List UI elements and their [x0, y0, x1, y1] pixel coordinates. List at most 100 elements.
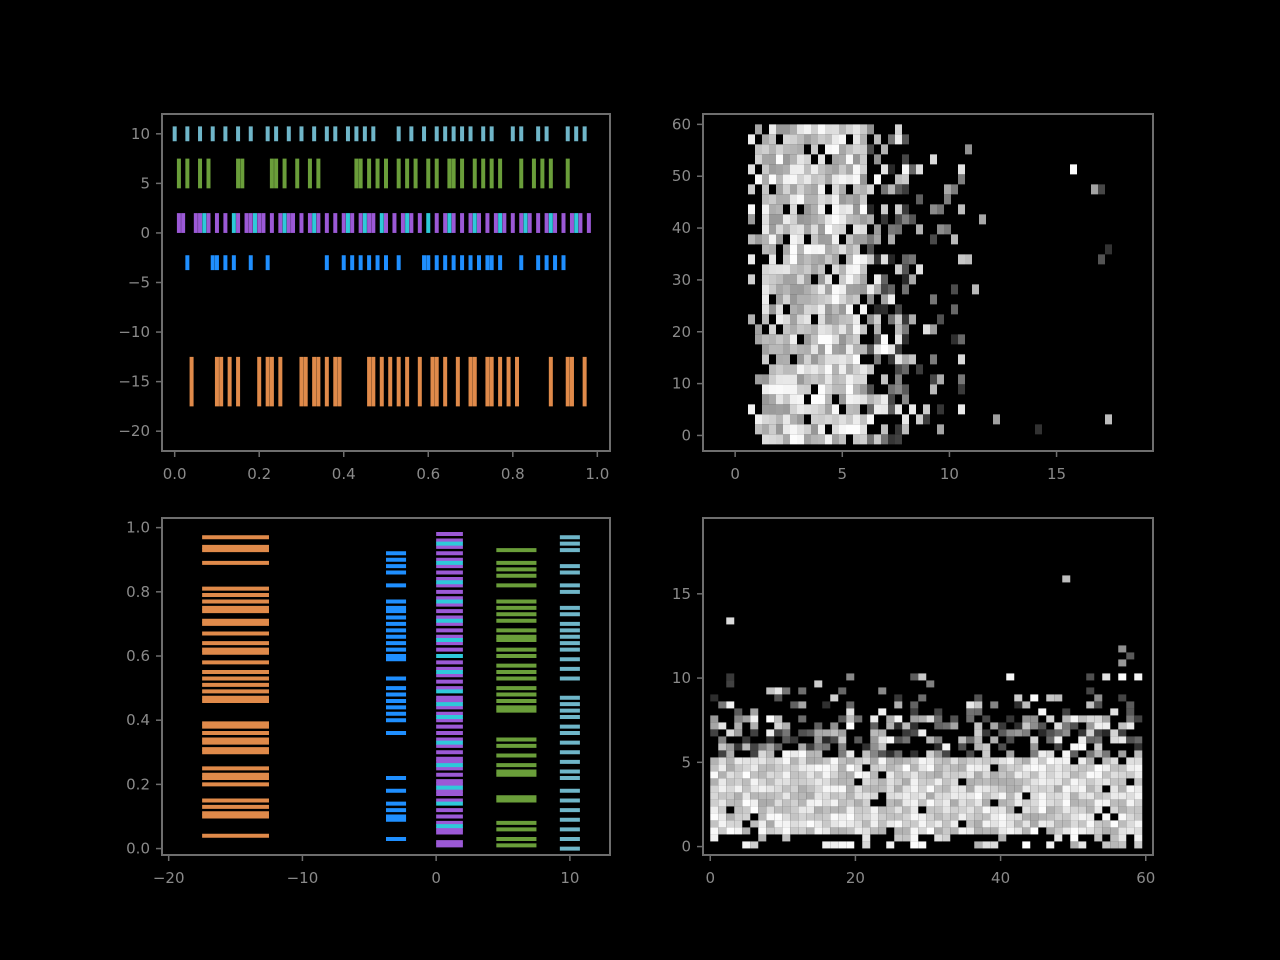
panel-1-cell	[762, 384, 769, 395]
panel-3-cell	[814, 820, 823, 828]
panel-3-cell	[942, 750, 951, 758]
panel-3-cell	[918, 673, 927, 681]
panel-3-cell	[726, 820, 735, 828]
panel-3-cell	[894, 820, 903, 828]
panel-3-cell	[910, 729, 919, 737]
panel-3-cell	[806, 778, 815, 786]
panel-1-cell	[839, 294, 846, 305]
panel-1-cell	[762, 154, 769, 165]
panel-1-cell	[895, 354, 902, 365]
panel-3-cell	[838, 820, 847, 828]
panel-3-cell	[934, 722, 943, 730]
panel-3-cell	[894, 778, 903, 786]
panel-3-cell	[798, 743, 807, 751]
panel-1-cell	[783, 194, 790, 205]
panel-3-cell	[942, 785, 951, 793]
panel-1-cell	[958, 334, 965, 345]
panel-1-cell	[832, 294, 839, 305]
panel-1-cell	[825, 134, 832, 145]
panel-1-cell	[783, 384, 790, 395]
panel-1-x-tick-label: 10	[940, 465, 959, 483]
panel-3-cell	[862, 757, 871, 765]
panel-3-cell	[958, 757, 967, 765]
panel-3-cell	[838, 743, 847, 751]
panel-3-cell	[790, 827, 799, 835]
panel-1-cell	[853, 334, 860, 345]
panel-1-cell	[762, 214, 769, 225]
panel-1-cell	[902, 254, 909, 265]
panel-1-cell	[895, 364, 902, 375]
panel-3-cell	[1054, 736, 1063, 744]
panel-3-cell	[1102, 778, 1111, 786]
panel-1-cell	[804, 194, 811, 205]
panel-1-cell	[804, 214, 811, 225]
panel-2-series-1	[386, 551, 407, 841]
panel-0-y-tick-label: 10	[131, 125, 150, 143]
panel-3-cell	[742, 827, 751, 835]
panel-3-cell	[1054, 806, 1063, 814]
panel-3-cell	[806, 792, 815, 800]
panel-1-cell	[783, 404, 790, 415]
panel-1-cell	[902, 394, 909, 405]
panel-3-cell	[710, 813, 719, 821]
panel-1-cell	[832, 324, 839, 335]
panel-3-cell	[878, 757, 887, 765]
panel-3-cell	[782, 757, 791, 765]
panel-3-cell	[1054, 722, 1063, 730]
panel-3-cell	[1094, 820, 1103, 828]
panel-3-cell	[742, 806, 751, 814]
panel-1-cell	[853, 174, 860, 185]
panel-1-cell	[944, 194, 951, 205]
panel-1-cell	[818, 364, 825, 375]
panel-3-cell	[966, 736, 975, 744]
panel-3-cell	[710, 764, 719, 772]
panel-3-cell	[734, 771, 743, 779]
panel-3-cell	[734, 785, 743, 793]
panel-1-cell	[881, 374, 888, 385]
panel-3-cell	[934, 708, 943, 716]
panel-3-cell	[982, 813, 991, 821]
panel-1-cell	[853, 194, 860, 205]
panel-3-cell	[1038, 820, 1047, 828]
panel-3-cell	[894, 827, 903, 835]
panel-2-y-tick-label: 0.4	[126, 711, 150, 729]
panel-3-cell	[750, 799, 759, 807]
panel-1-cell	[818, 294, 825, 305]
panel-3-cell	[950, 785, 959, 793]
panel-1-cell	[755, 424, 762, 435]
panel-1-cell	[846, 304, 853, 315]
panel-2-axes-frame	[161, 517, 611, 856]
panel-3-cell	[878, 820, 887, 828]
panel-1-cell	[881, 144, 888, 155]
panel-3-cell	[782, 729, 791, 737]
panel-3-cell	[782, 820, 791, 828]
panel-1-cell	[769, 164, 776, 175]
panel-1-cell	[769, 144, 776, 155]
panel-1-cell	[769, 384, 776, 395]
panel-3-cell	[1094, 736, 1103, 744]
panel-1-cell	[769, 174, 776, 185]
panel-1-cell	[972, 284, 979, 295]
panel-1-cell	[783, 224, 790, 235]
panel-1-cell	[846, 314, 853, 325]
panel-1-cell	[874, 394, 881, 405]
panel-3-cell	[1078, 827, 1087, 835]
panel-3-cell	[1086, 827, 1095, 835]
panel-3-cell	[1046, 785, 1055, 793]
panel-3-cell	[718, 820, 727, 828]
panel-0-y-tick-label: −20	[118, 422, 150, 440]
panel-3-cell	[734, 715, 743, 723]
panel-3-cell	[950, 806, 959, 814]
panel-1-cell	[818, 124, 825, 135]
panel-3-cell	[1046, 778, 1055, 786]
panel-3-cell	[1102, 771, 1111, 779]
panel-3-cell	[838, 757, 847, 765]
panel-1-cell	[776, 214, 783, 225]
panel-3-cell	[838, 715, 847, 723]
panel-1-cell	[846, 414, 853, 425]
panel-3-cell	[1046, 715, 1055, 723]
panel-3-cell	[894, 806, 903, 814]
panel-1-cell	[860, 204, 867, 215]
panel-3-cell	[926, 750, 935, 758]
